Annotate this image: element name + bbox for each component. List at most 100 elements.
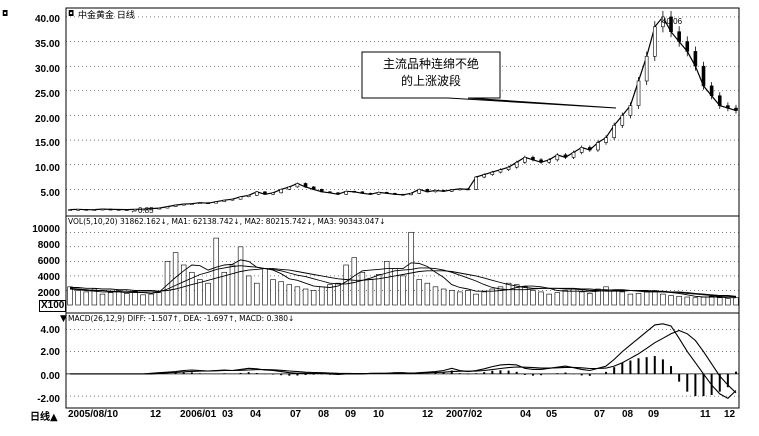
volume-bar [172,252,179,306]
window-icon[interactable]: ◘ [2,9,9,18]
annotation-callout [361,51,617,109]
candle-body [482,174,487,178]
volume-bar [538,291,544,306]
candle-body [92,209,97,211]
x-axis-label: 2006/01 [180,409,217,420]
macd-line-dea [70,329,737,394]
volume-indicator-header: VOL(5,10,20) 31862.162↓, MA1: 62138.742↓… [68,217,386,226]
volume-tick-label: 6000 [37,256,60,267]
volume-bar [116,290,122,306]
volume-bar [692,297,699,306]
volume-bar [708,295,715,306]
candle-body [84,209,89,211]
volume-bar [652,290,658,306]
candle-body [685,41,690,52]
candle-body [709,85,714,97]
candle-body [271,192,275,195]
x-axis-label: 04 [250,409,262,420]
volume-bar [489,288,496,306]
candle-body [287,186,292,190]
x-axis-label: 10 [373,409,385,420]
x-axis-label: 08 [622,409,634,420]
candle-body [336,192,340,195]
candle-body [523,157,527,163]
volume-bar [578,291,585,306]
macd-tick-label: -2.00 [37,394,60,405]
volume-ma-line-ma3 [70,268,737,297]
volume-bar [375,274,382,306]
volume-bar [359,271,366,306]
chart-frame [65,7,740,409]
candle-body [474,176,478,190]
volume-bar [367,279,374,306]
volume-bar [424,282,431,306]
volume-bar [124,293,130,306]
price-tick-label: 35.00 [34,39,60,50]
candle-body [620,115,625,126]
price-tick-label: 30.00 [34,64,60,75]
candle-body [100,208,105,211]
volume-bar [595,288,601,306]
candle-body [490,171,495,175]
volume-bar [213,237,219,306]
candle-body [449,189,454,192]
volume-bar [473,293,479,306]
volume-bar [465,290,471,306]
macd-line-diff [70,323,737,399]
volume-bar [432,286,439,306]
volume-bar [164,261,171,306]
x-axis-label: 05 [546,409,558,420]
candle-body [636,80,641,106]
price-tick-label: 10.00 [34,163,60,174]
candle-body [206,202,210,204]
volume-bar [619,291,625,306]
volume-bar [554,292,561,306]
candle-body [141,208,145,211]
candle-body [563,154,568,158]
volume-bar [302,288,309,306]
volume-bar [668,295,674,306]
volume-bar [278,281,284,306]
candle-body [76,209,80,211]
candle-body [368,193,373,195]
price-tick-label: 25.00 [34,89,60,100]
volume-tick-label: 8000 [37,240,60,251]
volume-bar [392,268,398,306]
volume-bar [351,257,357,306]
candle-body [149,208,154,210]
volume-bar [660,293,666,306]
annotation-text: 主流品种连绵不绝 的上涨波段 [362,52,500,98]
volume-tick-label: 10000 [32,224,60,235]
volume-bar [497,286,504,306]
volume-bar [635,293,642,306]
period-selector-button[interactable]: 日线▲ [30,412,58,423]
candle-body [417,189,422,194]
candle-body [125,209,129,211]
volume-bar [245,275,252,306]
candle-body [547,159,551,163]
volume-bar [676,295,682,306]
chart-title: 中金黄金 日线 [78,11,135,21]
volume-bar [197,279,203,306]
volume-bar [717,297,723,306]
x-axis-label: 2005/08/10 [68,409,119,420]
price-low-marker: ←0.85 [130,206,154,215]
volume-bar [733,297,739,306]
candle-body [693,51,698,67]
volume-bar [189,271,195,306]
macd-tick-label: 2.00 [40,347,60,358]
candle-body [263,191,267,195]
x-axis-label: 04 [520,409,532,420]
collapse-arrow-icon[interactable]: ▼ [60,314,67,324]
volume-bar [416,279,422,306]
volume-tick-label: 4000 [37,272,60,283]
macd-tick-label: 4.00 [40,325,60,336]
candle-body [352,191,357,193]
volume-bar [522,286,528,306]
candle-body [116,209,121,211]
volume-bar [148,293,154,306]
volume-bar [67,286,73,306]
candle-body [409,193,413,196]
